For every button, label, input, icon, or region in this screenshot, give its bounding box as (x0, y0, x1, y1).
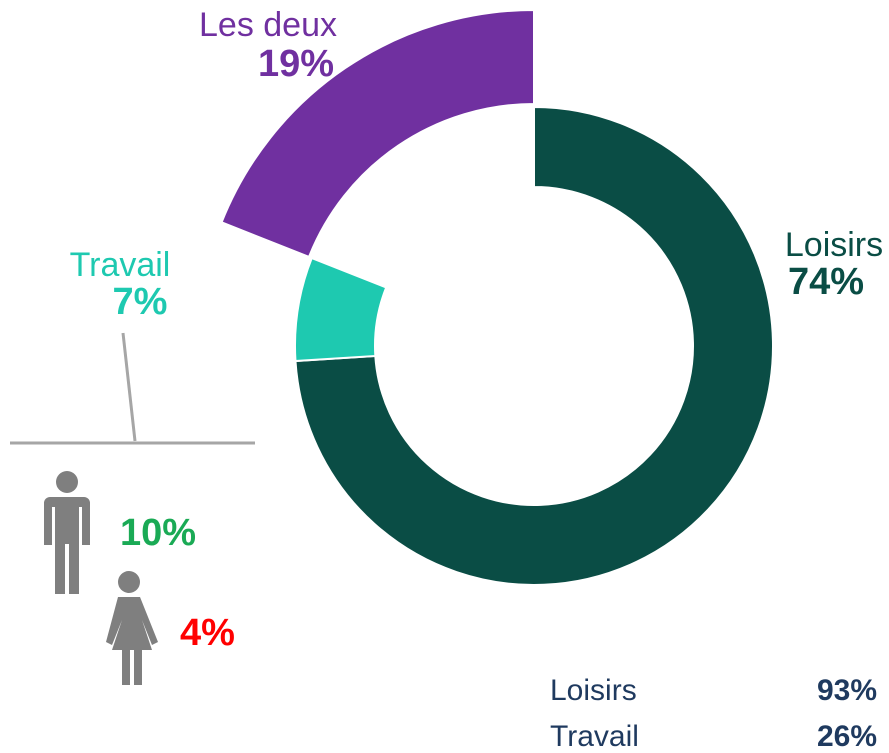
segment-name: Travail (70, 246, 171, 284)
donut (220, 8, 774, 586)
donut-segment (294, 256, 388, 363)
segment-percent: 19% (258, 43, 334, 85)
table-value: 26% (817, 720, 877, 753)
segment-name: Les deux (199, 6, 337, 44)
segment-percent: 74% (788, 261, 864, 303)
connector (121, 332, 137, 442)
segment-percent: 7% (113, 281, 168, 323)
table-label: Loisirs (550, 674, 637, 707)
segment-name: Loisirs (785, 226, 883, 264)
man-icon (44, 471, 90, 594)
table-label: Travail (550, 720, 639, 753)
table-value: 93% (817, 674, 877, 707)
donut-segment (294, 105, 774, 586)
men-share: 10% (120, 512, 196, 554)
donut-segment (220, 8, 535, 259)
women-share: 4% (180, 612, 235, 654)
woman-icon (106, 571, 158, 685)
